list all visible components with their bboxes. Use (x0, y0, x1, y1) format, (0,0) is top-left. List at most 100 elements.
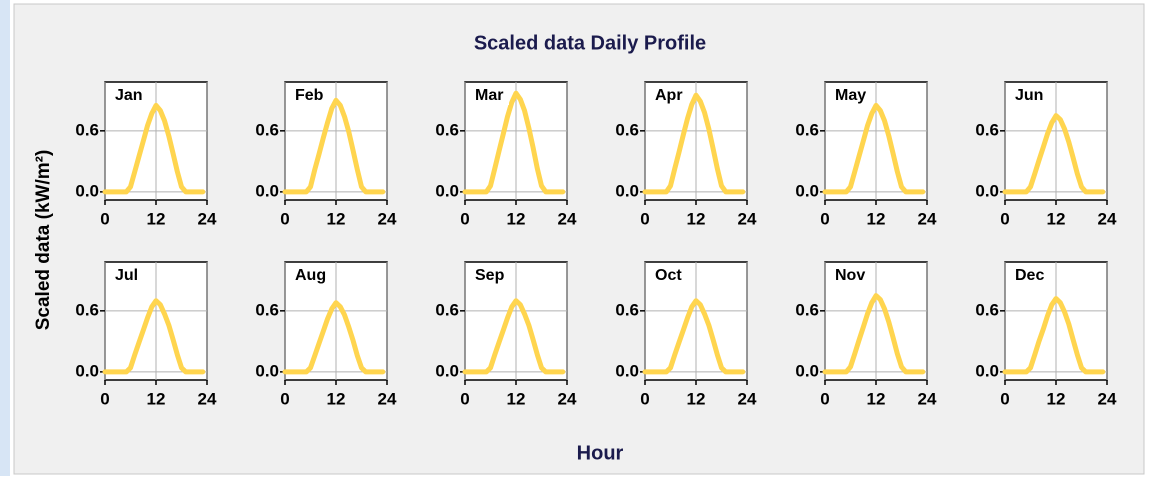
y-tick-label: 0.6 (795, 120, 819, 139)
x-tick-label: 12 (147, 389, 166, 408)
month-label-bg (289, 85, 329, 105)
y-tick-label: 0.6 (435, 300, 459, 319)
x-tick-label: 24 (198, 389, 217, 408)
x-tick-label: 12 (507, 209, 526, 228)
month-label-bg (289, 265, 329, 285)
month-label-bg (109, 85, 149, 105)
x-tick-label: 12 (327, 209, 346, 228)
x-tick-label: 0 (100, 389, 109, 408)
x-tick-label: 0 (640, 389, 649, 408)
x-tick-label: 0 (280, 209, 289, 228)
month-label-bg (1009, 265, 1049, 285)
month-label: Feb (295, 87, 324, 104)
x-tick-label: 24 (1098, 209, 1117, 228)
y-tick-label: 0.0 (975, 181, 999, 200)
month-label: Jan (115, 87, 143, 104)
subplot: 0 12 24 0.0 0.6 Jan (75, 81, 217, 228)
y-tick-label: 0.0 (615, 181, 639, 200)
x-tick-label: 12 (507, 389, 526, 408)
month-label: Apr (655, 87, 683, 104)
panel (13, 3, 1145, 475)
y-tick-label: 0.0 (615, 361, 639, 380)
subplot: 0 12 24 0.0 0.6 Mar (435, 81, 577, 228)
y-tick-label: 0.6 (75, 120, 99, 139)
month-label-bg (829, 85, 869, 105)
x-tick-label: 12 (147, 209, 166, 228)
x-tick-label: 12 (687, 209, 706, 228)
data-line (282, 300, 386, 375)
x-tick-label: 12 (1047, 209, 1066, 228)
y-tick-label: 0.6 (975, 120, 999, 139)
data-line (642, 92, 746, 195)
y-tick-label: 0.0 (255, 181, 279, 200)
x-tick-label: 24 (918, 209, 937, 228)
x-tick-label: 0 (280, 389, 289, 408)
data-line (462, 298, 566, 375)
x-tick-label: 24 (378, 389, 397, 408)
x-tick-label: 0 (460, 209, 469, 228)
month-label: May (835, 87, 866, 104)
y-tick-label: 0.6 (615, 120, 639, 139)
y-tick-label: 0.6 (615, 300, 639, 319)
month-label: Sep (475, 267, 505, 284)
y-tick-label: 0.0 (435, 181, 459, 200)
month-label-bg (649, 265, 689, 285)
data-line (1002, 296, 1106, 375)
y-tick-label: 0.0 (75, 361, 99, 380)
subplot: 0 12 24 0.0 0.6 Nov (795, 261, 937, 408)
x-tick-label: 0 (1000, 389, 1009, 408)
x-tick-label: 12 (867, 389, 886, 408)
subplot: 0 12 24 0.0 0.6 Jun (975, 81, 1117, 228)
x-axis-label: Hour (577, 442, 624, 464)
month-label: Nov (835, 267, 865, 284)
y-tick-label: 0.0 (75, 181, 99, 200)
y-tick-label: 0.0 (435, 361, 459, 380)
x-tick-label: 24 (1098, 389, 1117, 408)
subplot: 0 12 24 0.0 0.6 Apr (615, 81, 757, 228)
y-tick-label: 0.6 (975, 300, 999, 319)
data-line (822, 102, 926, 195)
subplot: 0 12 24 0.0 0.6 Dec (975, 261, 1117, 408)
y-tick-label: 0.0 (975, 361, 999, 380)
data-line (1002, 113, 1106, 195)
x-tick-label: 12 (1047, 389, 1066, 408)
month-label-bg (109, 265, 149, 285)
month-label-bg (649, 85, 689, 105)
y-tick-label: 0.0 (795, 181, 819, 200)
month-label: Jun (1015, 87, 1043, 104)
x-tick-label: 0 (820, 209, 829, 228)
subplot: 0 12 24 0.0 0.6 May (795, 81, 937, 228)
x-tick-label: 12 (687, 389, 706, 408)
y-axis-label: Scaled data (kW/m²) (33, 150, 54, 331)
month-label-bg (1009, 85, 1049, 105)
data-line (102, 102, 206, 195)
x-tick-label: 0 (820, 389, 829, 408)
data-line (102, 298, 206, 375)
month-label-bg (469, 265, 509, 285)
y-tick-label: 0.6 (255, 300, 279, 319)
month-label: Oct (655, 267, 682, 284)
y-tick-label: 0.0 (795, 361, 819, 380)
subplot: 0 12 24 0.0 0.6 Aug (255, 261, 397, 408)
data-line (462, 90, 566, 195)
x-tick-label: 12 (867, 209, 886, 228)
month-label: Aug (295, 267, 326, 284)
x-tick-label: 12 (327, 389, 346, 408)
subplot: 0 12 24 0.0 0.6 Feb (255, 81, 397, 228)
subplot: 0 12 24 0.0 0.6 Sep (435, 261, 577, 408)
x-tick-label: 0 (100, 209, 109, 228)
chart-title: Scaled data Daily Profile (474, 32, 706, 54)
y-tick-label: 0.6 (75, 300, 99, 319)
x-tick-label: 24 (378, 209, 397, 228)
x-tick-label: 24 (558, 209, 577, 228)
y-tick-label: 0.0 (255, 361, 279, 380)
data-line (282, 97, 386, 195)
subplot: 0 12 24 0.0 0.6 Oct (615, 261, 757, 408)
x-tick-label: 0 (640, 209, 649, 228)
data-line (822, 293, 926, 375)
y-tick-label: 0.6 (795, 300, 819, 319)
x-tick-label: 24 (918, 389, 937, 408)
x-tick-label: 0 (460, 389, 469, 408)
